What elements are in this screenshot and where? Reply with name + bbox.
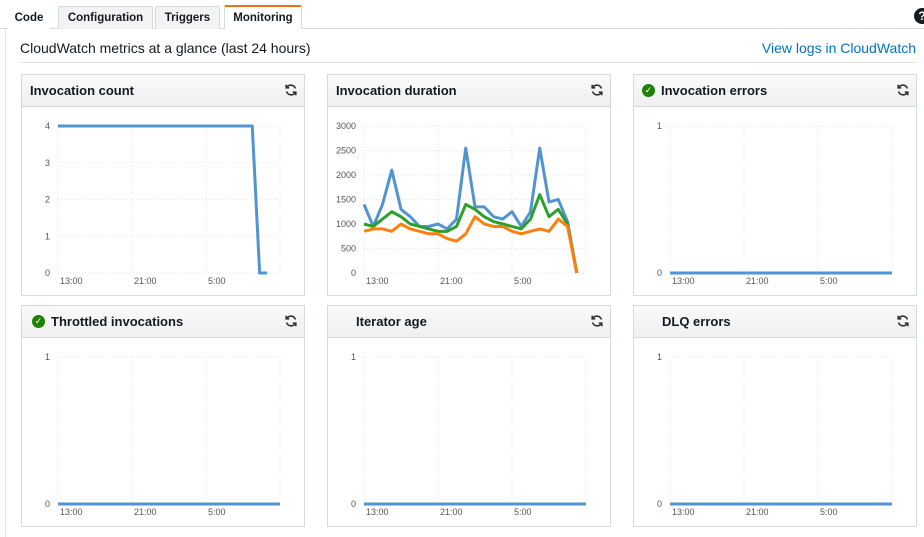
y-tick-label: 1: [657, 352, 662, 362]
refresh-icon[interactable]: [896, 314, 910, 328]
x-tick-label: 5:00: [514, 276, 532, 286]
panel-header: Invocation duration: [328, 75, 610, 107]
check-circle-icon: ✓: [642, 84, 655, 97]
tab-bar: Code Configuration Triggers Monitoring ?: [0, 0, 924, 29]
y-tick-label: 0: [45, 499, 50, 509]
y-tick-label: 2500: [336, 146, 356, 156]
series-line: [58, 124, 268, 275]
y-tick-label: 1: [657, 121, 662, 131]
y-tick-label: 1000: [336, 219, 356, 229]
x-tick-label: 13:00: [60, 507, 83, 517]
y-tick-label: 0: [351, 499, 356, 509]
y-tick-label: 0: [657, 268, 662, 278]
panel-invocation-duration: Invocation duration 0 500 1000 1500 2000 2500…: [327, 74, 611, 296]
throttled-invocations-chart: 0 1 13:00 21:00 5:00: [45, 352, 281, 517]
panel-iterator-age: Iterator age 0 1 13:00 21:00 5:00: [327, 305, 611, 527]
tab-triggers[interactable]: Triggers: [155, 6, 220, 29]
y-tick-label: 1: [45, 231, 50, 241]
x-tick-label: 13:00: [366, 276, 389, 286]
panel-throttled-invocations: ✓ Throttled invocations 0 1 13:00 21:00 5:00: [21, 305, 305, 527]
series-line: [363, 193, 579, 274]
series-line: [363, 215, 579, 274]
x-tick-label: 13:00: [672, 507, 695, 517]
tab-configuration[interactable]: Configuration: [58, 6, 153, 29]
invocation-duration-chart: 0 500 1000 1500 2000 2500 3000 13:00 21:00 5:00: [336, 121, 587, 286]
check-circle-icon: ✓: [32, 315, 45, 328]
panel-invocation-count: Invocation count 0 1 2 3 4 13:00 21:00 5:00: [21, 74, 305, 296]
refresh-icon[interactable]: [590, 314, 604, 328]
x-tick-label: 13:00: [366, 507, 389, 517]
panel-invocation-errors: ✓ Invocation errors 0 1 13:00 21:00 5:00: [633, 74, 917, 296]
panel-header: DLQ errors: [634, 306, 916, 338]
panel-title: Invocation duration: [336, 83, 457, 98]
panel-header: Iterator age: [328, 306, 610, 338]
y-tick-label: 3: [45, 158, 50, 168]
header-divider: [20, 62, 916, 63]
panel-header: ✓ Invocation errors: [634, 75, 916, 107]
x-tick-label: 13:00: [672, 276, 695, 286]
y-tick-label: 3000: [336, 121, 356, 131]
x-tick-label: 5:00: [514, 507, 532, 517]
panel-dlq-errors: DLQ errors 0 1 13:00 21:00 5:00: [633, 305, 917, 527]
x-tick-label: 21:00: [746, 507, 769, 517]
y-tick-label: 1500: [336, 195, 356, 205]
x-tick-label: 21:00: [134, 276, 157, 286]
content-border: [5, 29, 6, 537]
x-tick-label: 21:00: [134, 507, 157, 517]
y-tick-label: 2000: [336, 170, 356, 180]
dlq-errors-chart: 0 1 13:00 21:00 5:00: [657, 352, 893, 517]
y-tick-label: 0: [351, 268, 356, 278]
panel-header: ✓ Throttled invocations: [22, 306, 304, 338]
y-tick-label: 1: [351, 352, 356, 362]
panel-title: Invocation count: [30, 83, 134, 98]
refresh-icon[interactable]: [284, 83, 298, 97]
x-tick-label: 13:00: [60, 276, 83, 286]
x-tick-label: 21:00: [440, 507, 463, 517]
series-line: [362, 146, 579, 274]
help-icon[interactable]: ?: [914, 8, 924, 24]
panel-title: DLQ errors: [662, 314, 731, 329]
view-logs-link[interactable]: View logs in CloudWatch: [761, 40, 916, 56]
refresh-icon[interactable]: [284, 314, 298, 328]
panel-title: Throttled invocations: [51, 314, 184, 329]
y-tick-label: 0: [45, 268, 50, 278]
x-tick-label: 5:00: [820, 276, 838, 286]
panel-title: Iterator age: [356, 314, 427, 329]
panel-title: Invocation errors: [661, 83, 768, 98]
tab-monitoring[interactable]: Monitoring: [224, 5, 302, 29]
x-tick-label: 5:00: [820, 507, 838, 517]
y-tick-label: 4: [45, 121, 50, 131]
y-tick-label: 0: [657, 499, 662, 509]
tab-code[interactable]: Code: [8, 6, 50, 29]
y-tick-label: 2: [45, 195, 50, 205]
panel-header: Invocation count: [22, 75, 304, 107]
iterator-age-chart: 0 1 13:00 21:00 5:00: [351, 352, 587, 517]
page-heading: CloudWatch metrics at a glance (last 24 …: [20, 40, 311, 56]
y-tick-label: 500: [341, 244, 356, 254]
invocation-count-chart: 0 1 2 3 4 13:00 21:00 5:00: [45, 121, 281, 286]
x-tick-label: 21:00: [746, 276, 769, 286]
refresh-icon[interactable]: [896, 83, 910, 97]
x-tick-label: 21:00: [440, 276, 463, 286]
refresh-icon[interactable]: [590, 83, 604, 97]
x-tick-label: 5:00: [208, 507, 226, 517]
y-tick-label: 1: [45, 352, 50, 362]
x-tick-label: 5:00: [208, 276, 226, 286]
invocation-errors-chart: 0 1 13:00 21:00 5:00: [657, 121, 893, 286]
